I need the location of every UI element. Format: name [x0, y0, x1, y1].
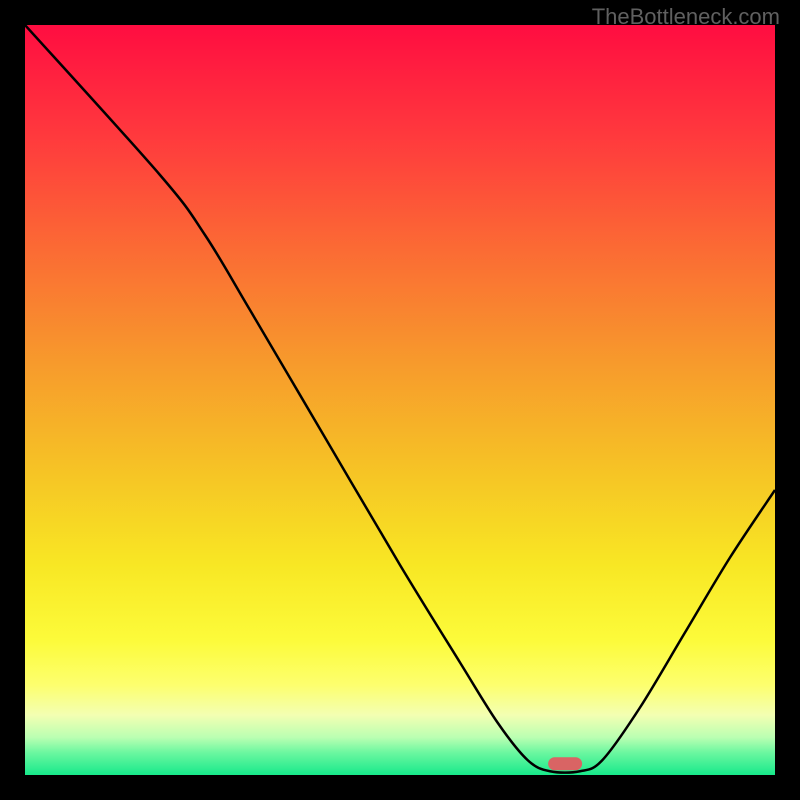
plot-area — [25, 25, 775, 775]
watermark-text: TheBottleneck.com — [592, 4, 780, 30]
optimal-marker — [548, 757, 582, 771]
bottleneck-curve — [25, 25, 775, 775]
